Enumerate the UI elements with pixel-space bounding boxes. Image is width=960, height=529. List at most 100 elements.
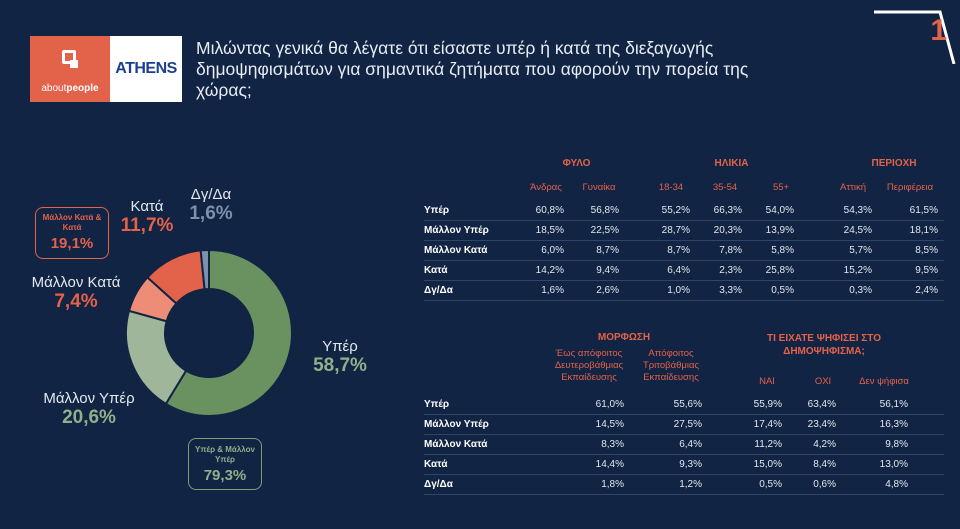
table-cell: 5,8% (771, 245, 794, 256)
table-row: Υπέρ 60,8% 56,8% 55,2% 66,3% 54,0% 54,3% 61,5% (424, 200, 944, 221)
table-cell: 14,4% (595, 459, 624, 470)
group-header: ΦΥΛΟ (562, 158, 591, 169)
col-header: 55+ (772, 182, 790, 193)
table-cell: 54,0% (765, 205, 794, 216)
table-cell: 0,5% (759, 479, 782, 490)
logo-box: aboutpeople ATHENS (30, 36, 182, 102)
table-cell: 27,5% (673, 419, 702, 430)
table-row: Κατά 14,4% 9,3% 15,0% 8,4% 13,0% (424, 454, 944, 475)
donut-slice-3 (146, 249, 206, 305)
table-cell: 28,7% (661, 225, 690, 236)
table-cell: 25,8% (765, 265, 794, 276)
corner-decoration (874, 0, 960, 64)
table-cell: 9,5% (915, 265, 938, 276)
row-label: Κατά (424, 265, 448, 276)
aboutpeople-logo: aboutpeople (30, 36, 110, 102)
col-header: ΟΧΙ (814, 376, 832, 387)
row-label: Μάλλον Υπέρ (424, 225, 489, 236)
table-cell: 4,2% (813, 439, 836, 450)
table-cell: 20,3% (713, 225, 742, 236)
slice-label-kata: Κατά 11,7% (120, 198, 174, 236)
table-cell: 23,4% (807, 419, 836, 430)
table-cell: 18,1% (909, 225, 938, 236)
table-cell: 56,1% (879, 399, 908, 410)
group-header: ΤΙ ΕΙΧΑΤΕ ΨΗΦΙΣΕΙ ΣΤΟ ΔΗΜΟΨΗΦΙΣΜΑ; (767, 333, 881, 357)
combined-yper-box: Υπέρ & Μάλλον Υπέρ 79,3% (188, 438, 262, 490)
table-cell: 8,4% (813, 459, 836, 470)
col-header: 18-34 (658, 182, 684, 193)
donut-slice-4 (199, 248, 210, 291)
group-header: ΗΛΙΚΙΑ (714, 158, 749, 169)
question-title: Μιλώντας γενικά θα λέγατε ότι είσαστε υπ… (196, 38, 749, 100)
table-cell: 2,3% (719, 265, 742, 276)
slice-label-dg-da: Δγ/Δα 1,6% (189, 186, 233, 224)
slide-number: 1 (930, 14, 947, 47)
row-label: Κατά (424, 459, 448, 470)
table-cell: 18,5% (535, 225, 564, 236)
table-cell: 54,3% (843, 205, 872, 216)
col-header: Αττική (840, 182, 866, 193)
col-header: 35-54 (712, 182, 738, 193)
table-cell: 3,3% (719, 285, 742, 296)
table-cell: 2,6% (596, 285, 619, 296)
table-row: Μάλλον Κατά 6,0% 8,7% 8,7% 7,8% 5,8% 5,7% 8,5% (424, 240, 944, 261)
table-cell: 13,9% (765, 225, 794, 236)
table-cell: 11,2% (754, 439, 782, 450)
table-row: Δγ/Δα 1,8% 1,2% 0,5% 0,6% 4,8% (424, 474, 944, 495)
group-header: ΠΕΡΙΟΧΗ (871, 158, 917, 169)
table-cell: 24,5% (843, 225, 872, 236)
table-cell: 9,8% (885, 439, 908, 450)
group-header: ΜΟΡΦΩΣΗ (597, 332, 651, 343)
table-row: Μάλλον Υπέρ 18,5% 22,5% 28,7% 20,3% 13,9% 24,5… (424, 220, 944, 241)
table-cell: 6,0% (541, 245, 564, 256)
col-header: Άνδρας (530, 182, 562, 193)
col-header: Περιφέρεια (886, 182, 934, 193)
table-cell: 0,5% (771, 285, 794, 296)
table-cell: 2,4% (915, 285, 938, 296)
table-cell: 14,5% (595, 419, 624, 430)
donut-slice-2 (127, 275, 178, 323)
table-cell: 8,7% (596, 245, 619, 256)
table-cell: 17,4% (753, 419, 782, 430)
table-cell: 63,4% (807, 399, 836, 410)
table-cell: 0,3% (849, 285, 872, 296)
row-label: Υπέρ (424, 205, 450, 216)
table-cell: 5,7% (849, 245, 872, 256)
table-cell: 8,7% (667, 245, 690, 256)
row-label: Μάλλον Υπέρ (424, 419, 489, 430)
row-label: Υπέρ (424, 399, 450, 410)
row-label: Δγ/Δα (424, 285, 453, 296)
table-cell: 7,8% (719, 245, 742, 256)
table-row: Μάλλον Υπέρ 14,5% 27,5% 17,4% 23,4% 16,3% (424, 414, 944, 435)
col-header: Γυναίκα (582, 182, 616, 193)
table-row: Δγ/Δα 1,6% 2,6% 1,0% 3,3% 0,5% 0,3% 2,4% (424, 280, 944, 301)
col-header: ΝΑΙ (759, 376, 775, 387)
table-cell: 56,8% (590, 205, 619, 216)
table-cell: 15,0% (753, 459, 782, 470)
table-cell: 9,4% (596, 265, 619, 276)
table-cell: 55,6% (673, 399, 702, 410)
table-cell: 13,0% (879, 459, 908, 470)
donut-slice-0 (164, 248, 293, 417)
table-demographics: ΦΥΛΟ ΗΛΙΚΙΑ ΠΕΡΙΟΧΗ Άνδρας Γυναίκα 18-34… (424, 158, 944, 308)
table-cell: 61,0% (595, 399, 624, 410)
row-label: Μάλλον Κατά (424, 439, 488, 450)
table-cell: 4,8% (885, 479, 908, 490)
logo-mark-icon (62, 50, 76, 64)
table-cell: 0,6% (813, 479, 836, 490)
col-header: Δεν ψήφισα (859, 376, 909, 387)
table-cell: 9,3% (679, 459, 702, 470)
table-cell: 14,2% (535, 265, 564, 276)
table-cell: 8,5% (915, 245, 938, 256)
table-cell: 16,3% (879, 419, 908, 430)
table-cell: 6,4% (667, 265, 690, 276)
table-cell: 22,5% (590, 225, 619, 236)
combined-kata-box: Μάλλον Κατά & Κατά 19,1% (35, 207, 109, 259)
col-header: Απόφοιτος Τριτοβάθμιας Εκπαίδευσης (642, 348, 700, 383)
row-label: Μάλλον Κατά (424, 245, 488, 256)
table-cell: 15,2% (843, 265, 872, 276)
table-cell: 1,2% (679, 479, 702, 490)
row-label: Δγ/Δα (424, 479, 453, 490)
table-row: Υπέρ 61,0% 55,6% 55,9% 63,4% 56,1% (424, 394, 944, 415)
slice-label-mallon-yper: Μάλλον Υπέρ 20,6% (43, 390, 135, 428)
